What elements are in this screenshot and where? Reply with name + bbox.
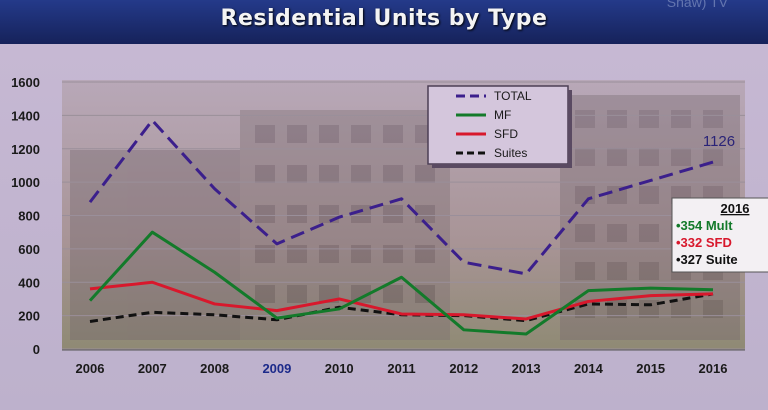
y-tick-label: 400 (18, 275, 40, 290)
x-tick-label: 2008 (200, 361, 229, 376)
legend-label: SFD (494, 127, 518, 141)
page-title: Residential Units by Type (220, 6, 548, 31)
legend-label: TOTAL (494, 89, 532, 103)
y-tick-label: 800 (18, 209, 40, 224)
x-tick-label: 2010 (325, 361, 354, 376)
y-tick-label: 600 (18, 242, 40, 257)
x-tick-label: 2013 (512, 361, 541, 376)
y-tick-label: 1400 (11, 108, 40, 123)
y-tick-label: 1200 (11, 142, 40, 157)
x-tick-label: 2014 (574, 361, 604, 376)
callout-line: •327 Suite (676, 252, 738, 267)
callout-line: •332 SFD (676, 235, 732, 250)
series-line-mf (88, 230, 714, 336)
series-line-sfd (89, 280, 714, 321)
callout-line: •354 Mult (676, 218, 733, 233)
title-bar: Residential Units by Type Shaw) TV (0, 0, 768, 44)
x-tick-label: 2006 (76, 361, 105, 376)
callout-box (671, 197, 768, 273)
x-tick-label: 2007 (138, 361, 167, 376)
x-tick-label: 2015 (636, 361, 665, 376)
y-tick-label: 200 (18, 309, 40, 324)
watermark: Shaw) TV (666, 0, 728, 10)
data-label: 1126 (703, 133, 735, 150)
y-tick-label: 0 (33, 342, 40, 357)
x-tick-label: 2011 (387, 361, 415, 376)
y-tick-label: 1000 (11, 175, 40, 190)
legend-label: Suites (494, 146, 527, 160)
series-line-total (88, 118, 714, 276)
x-tick-label: 2009 (262, 361, 291, 376)
x-tick-label: 2012 (449, 361, 478, 376)
x-tick-label: 2016 (699, 361, 728, 376)
callout-title: 2016 (721, 201, 750, 216)
y-tick-label: 1600 (11, 75, 40, 90)
legend-label: MF (494, 108, 511, 122)
